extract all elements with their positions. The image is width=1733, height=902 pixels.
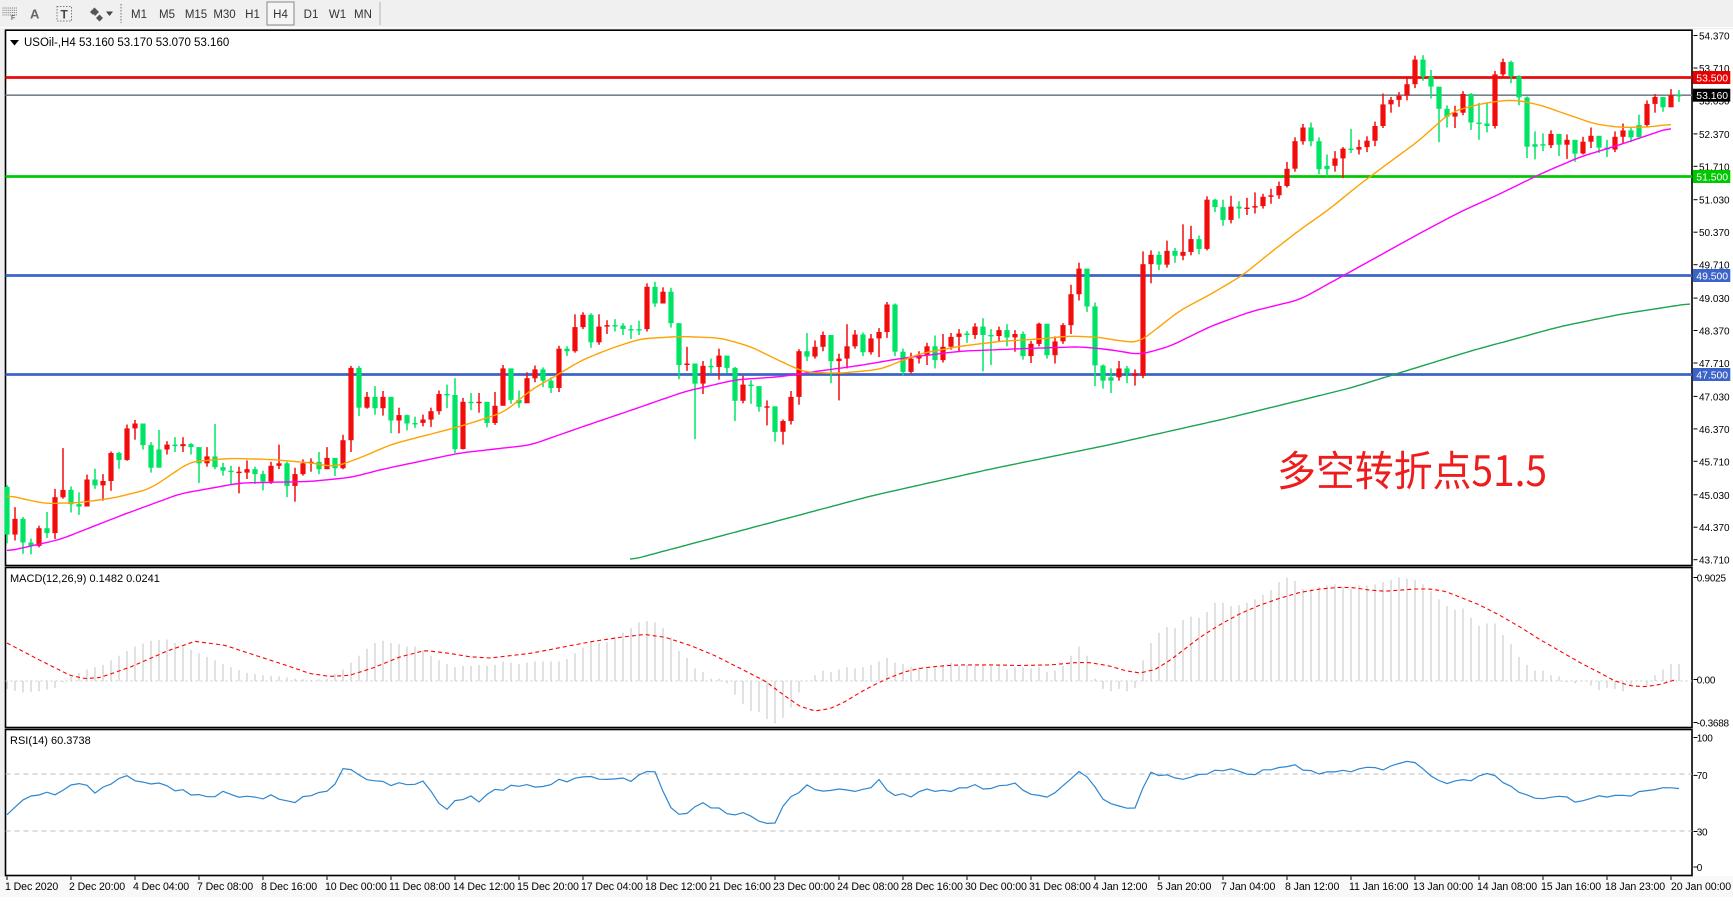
svg-text:-0.3688: -0.3688 [1697, 718, 1730, 729]
svg-text:13 Jan 00:00: 13 Jan 00:00 [1413, 881, 1473, 893]
svg-text:21 Dec 16:00: 21 Dec 16:00 [709, 881, 771, 893]
svg-text:USOil-,H4 53.160 53.170 53.07: USOil-,H4 53.160 53.170 53.070 53.160 [24, 37, 229, 49]
svg-text:51.030: 51.030 [1699, 196, 1730, 207]
svg-text:52.370: 52.370 [1699, 130, 1730, 141]
svg-text:H1: H1 [245, 9, 260, 21]
svg-text:1 Dec 2020: 1 Dec 2020 [5, 881, 58, 893]
svg-text:23 Dec 00:00: 23 Dec 00:00 [773, 881, 835, 893]
svg-text:53.050: 53.050 [1699, 96, 1730, 107]
svg-text:8 Dec 16:00: 8 Dec 16:00 [261, 881, 317, 893]
svg-text:24 Dec 08:00: 24 Dec 08:00 [837, 881, 899, 893]
svg-text:0.9025: 0.9025 [1697, 573, 1727, 584]
svg-text:17 Dec 04:00: 17 Dec 04:00 [581, 881, 643, 893]
svg-text:100: 100 [1697, 733, 1714, 744]
svg-text:0.00: 0.00 [1697, 675, 1716, 686]
svg-text:H4: H4 [273, 9, 288, 21]
svg-text:45.030: 45.030 [1699, 491, 1730, 502]
svg-text:18 Dec 12:00: 18 Dec 12:00 [645, 881, 707, 893]
svg-text:30: 30 [1697, 827, 1708, 838]
svg-text:2 Dec 20:00: 2 Dec 20:00 [69, 881, 125, 893]
svg-text:4 Jan 12:00: 4 Jan 12:00 [1093, 881, 1147, 893]
svg-text:11 Dec 08:00: 11 Dec 08:00 [389, 881, 450, 893]
svg-text:T: T [61, 8, 69, 22]
svg-text:44.370: 44.370 [1699, 523, 1730, 534]
svg-text:30 Dec 00:00: 30 Dec 00:00 [965, 881, 1027, 893]
svg-text:50.370: 50.370 [1699, 228, 1730, 239]
svg-text:W1: W1 [329, 9, 346, 21]
svg-text:MN: MN [354, 9, 372, 21]
svg-text:4 Dec 04:00: 4 Dec 04:00 [133, 881, 189, 893]
svg-text:D1: D1 [304, 9, 319, 21]
svg-text:F: F [11, 15, 15, 22]
svg-text:7 Dec 08:00: 7 Dec 08:00 [197, 881, 253, 893]
svg-text:8 Jan 12:00: 8 Jan 12:00 [1285, 881, 1339, 893]
svg-text:A: A [30, 7, 40, 22]
svg-text:47.500: 47.500 [1696, 370, 1728, 381]
svg-text:M15: M15 [185, 9, 207, 21]
svg-text:51.500: 51.500 [1696, 172, 1728, 183]
svg-text:53.500: 53.500 [1696, 73, 1728, 84]
svg-text:49.500: 49.500 [1696, 271, 1728, 282]
svg-text:46.370: 46.370 [1699, 425, 1730, 436]
svg-text:15 Dec 20:00: 15 Dec 20:00 [517, 881, 579, 893]
svg-text:M1: M1 [131, 9, 147, 21]
svg-text:5 Jan 20:00: 5 Jan 20:00 [1157, 881, 1211, 893]
svg-text:48.370: 48.370 [1699, 327, 1730, 338]
svg-text:M30: M30 [213, 9, 235, 21]
svg-text:14 Dec 12:00: 14 Dec 12:00 [453, 881, 515, 893]
svg-text:47.030: 47.030 [1699, 392, 1730, 403]
svg-text:18 Jan 23:00: 18 Jan 23:00 [1605, 881, 1665, 893]
svg-text:51.710: 51.710 [1699, 162, 1730, 173]
svg-text:14 Jan 08:00: 14 Jan 08:00 [1477, 881, 1537, 893]
svg-text:47.710: 47.710 [1699, 359, 1730, 370]
svg-text:28 Dec 16:00: 28 Dec 16:00 [901, 881, 963, 893]
svg-text:45.710: 45.710 [1699, 457, 1730, 468]
svg-text:49.030: 49.030 [1699, 294, 1730, 305]
svg-text:M5: M5 [159, 9, 175, 21]
svg-text:RSI(14) 60.3738: RSI(14) 60.3738 [10, 735, 91, 747]
svg-text:43.710: 43.710 [1699, 556, 1730, 567]
svg-text:15 Jan 16:00: 15 Jan 16:00 [1541, 881, 1601, 893]
svg-text:20 Jan 00:00: 20 Jan 00:00 [1671, 881, 1731, 893]
svg-text:7 Jan 04:00: 7 Jan 04:00 [1221, 881, 1275, 893]
svg-text:31 Dec 08:00: 31 Dec 08:00 [1029, 881, 1091, 893]
svg-text:53.710: 53.710 [1699, 64, 1730, 75]
svg-text:MACD(12,26,9) 0.1482 0.0241: MACD(12,26,9) 0.1482 0.0241 [10, 573, 160, 585]
svg-text:49.710: 49.710 [1699, 261, 1730, 272]
svg-text:70: 70 [1697, 771, 1708, 782]
svg-text:11 Jan 16:00: 11 Jan 16:00 [1349, 881, 1408, 893]
svg-text:0: 0 [1697, 863, 1703, 874]
svg-text:53.160: 53.160 [1696, 91, 1728, 102]
svg-text:54.370: 54.370 [1699, 32, 1730, 43]
svg-text:10 Dec 00:00: 10 Dec 00:00 [325, 881, 387, 893]
